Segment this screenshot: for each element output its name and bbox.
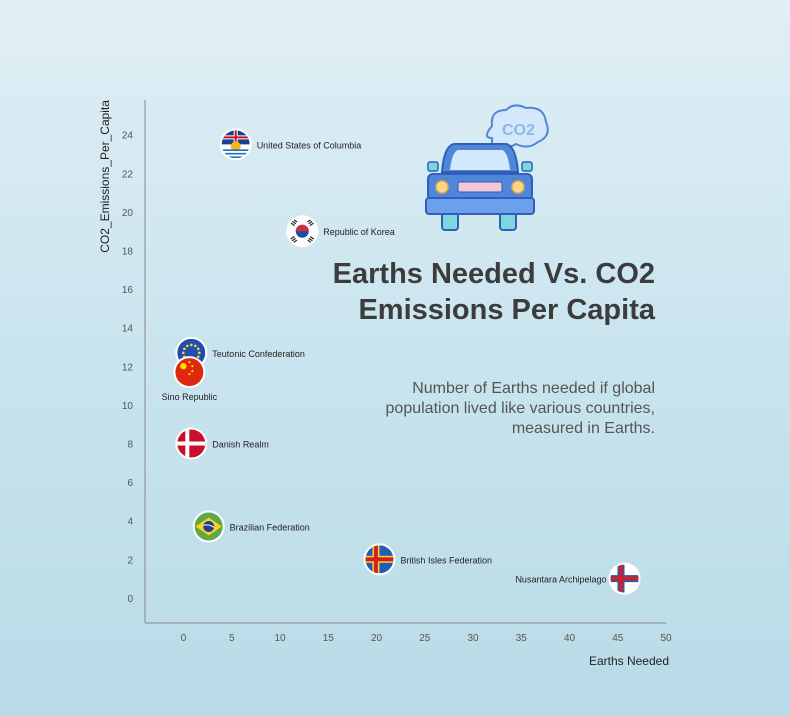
data-point: British Isles Federation: [363, 543, 492, 576]
y-tick-label: 10: [122, 401, 134, 412]
x-tick-label: 20: [371, 633, 383, 644]
x-tick-label: 10: [275, 633, 287, 644]
point-label: Sino Republic: [162, 392, 218, 402]
data-point: Nusantara Archipelago: [515, 562, 641, 595]
aland-flag: [365, 545, 394, 574]
data-point: Sino Republic: [162, 356, 218, 402]
point-label: Republic of Korea: [323, 227, 395, 237]
point-label: British Isles Federation: [400, 555, 492, 565]
x-tick-label: 5: [229, 633, 235, 644]
data-point: Republic of Korea: [286, 215, 395, 248]
data-point: Brazilian Federation: [192, 510, 310, 543]
china-flag: [175, 358, 204, 387]
y-axis-label: CO2_Emissions_Per_Capita: [98, 100, 112, 253]
x-axis-label: Earths Needed: [589, 654, 669, 668]
y-tick-label: 16: [122, 285, 134, 296]
car-co2-icon: CO2: [425, 104, 549, 231]
x-tick-label: 15: [323, 633, 335, 644]
point-label: Nusantara Archipelago: [515, 575, 606, 585]
denmark-flag: [177, 429, 206, 458]
x-tick-label: 30: [467, 633, 479, 644]
y-tick-label: 20: [122, 208, 134, 219]
point-label: United States of Columbia: [257, 140, 362, 150]
co2-bubble-text: CO2: [502, 122, 535, 139]
car-icon: [425, 143, 535, 231]
point-label: Danish Realm: [212, 440, 269, 450]
x-tick-label: 45: [612, 633, 624, 644]
x-tick-label: 35: [516, 633, 528, 644]
chart-title: Earths Needed Vs. CO2 Emissions Per Capi…: [332, 258, 655, 326]
y-tick-label: 8: [127, 440, 133, 451]
point-label: Brazilian Federation: [230, 523, 310, 533]
korea-flag: [288, 217, 317, 246]
y-tick-label: 0: [127, 594, 133, 605]
data-point: Danish Realm: [175, 427, 269, 460]
x-tick-label: 40: [564, 633, 576, 644]
y-tick-label: 24: [122, 131, 134, 142]
columbia-flag: [221, 130, 250, 159]
faroe-flag: [610, 564, 639, 593]
y-tick-label: 12: [122, 362, 134, 373]
y-tick-label: 18: [122, 247, 134, 258]
x-tick-label: 25: [419, 633, 431, 644]
y-tick-label: 6: [127, 478, 133, 489]
point-label: Teutonic Confederation: [212, 349, 305, 359]
y-tick-label: 2: [127, 555, 133, 566]
x-tick-label: 0: [181, 633, 187, 644]
brazil-flag: [194, 512, 223, 541]
y-tick-label: 22: [122, 169, 134, 180]
x-tick-label: 50: [660, 633, 672, 644]
data-point: United States of Columbia: [219, 128, 362, 161]
y-tick-label: 4: [127, 517, 133, 528]
y-tick-label: 14: [122, 324, 134, 335]
chart-subtitle: Number of Earths needed if global popula…: [385, 380, 655, 437]
